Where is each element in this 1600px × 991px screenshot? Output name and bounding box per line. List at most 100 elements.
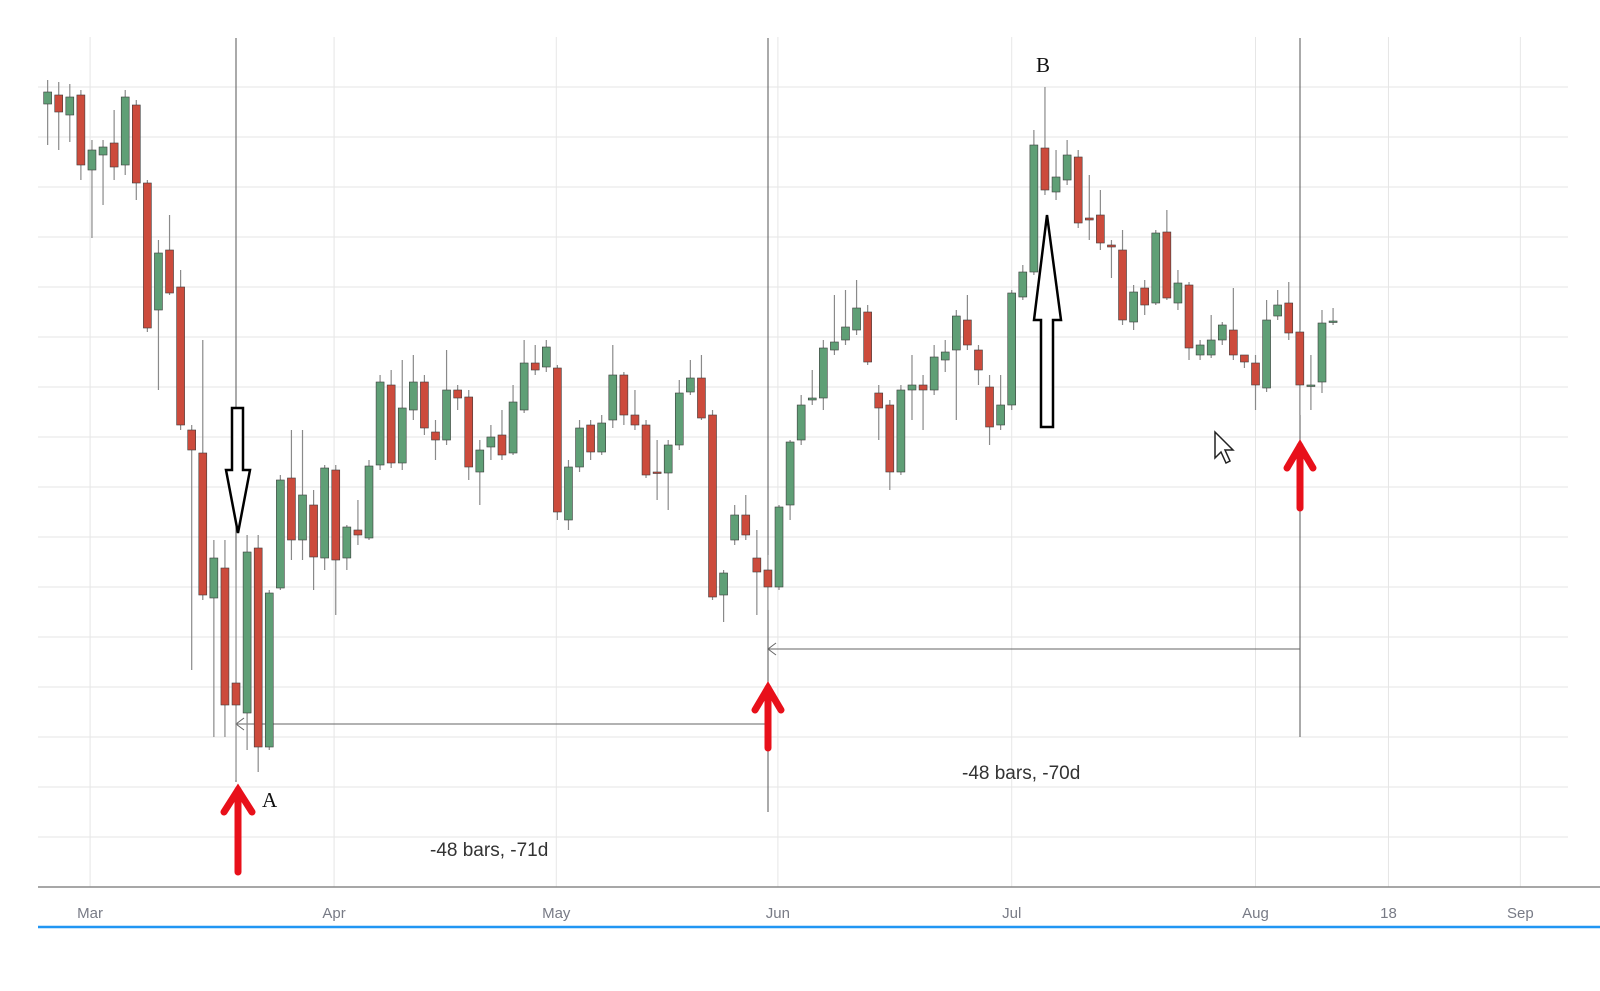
candle-body [985,386,994,428]
candle-body [342,526,352,559]
grid [38,37,1568,887]
candle-body [276,479,285,589]
candle-body [320,467,329,559]
annotation-label: B [1036,53,1050,77]
candle-body [442,389,451,441]
candle-body [143,182,152,329]
x-tick-label: Jul [1002,905,1021,922]
candle-body [819,347,828,399]
x-tick-label: May [542,905,571,922]
candle-body [907,384,917,391]
red-arrow [1283,439,1317,512]
candle-body [87,149,97,171]
candle-body [1251,362,1260,386]
candle-body [409,381,418,411]
candle-body [630,414,640,426]
candle-body [586,424,595,453]
candle-body [1040,147,1050,191]
candle-body [1118,249,1127,321]
candle-body [652,471,662,474]
candle-body [165,249,174,294]
candle-body [1240,354,1249,363]
black-arrow [224,406,252,534]
black-arrow [1032,214,1063,429]
candle-body [952,315,961,351]
candle-body [132,104,141,184]
candle-body [1229,329,1238,356]
candle-body [752,557,762,573]
candle-body [1262,319,1271,389]
red-arrow [220,783,256,876]
candle-body [287,477,296,541]
candle-body [519,362,529,411]
candle-body [1306,384,1316,387]
candle-body [1018,271,1028,298]
candle-body [929,356,939,391]
candle-body [353,529,363,536]
measure-label: -48 bars, -70d [962,763,1080,784]
candle-body [774,506,784,588]
measure-arrowhead [767,642,777,656]
candle-body [397,407,407,464]
candle-body [1195,344,1205,356]
candle-body [176,286,185,426]
candle-body [918,384,928,391]
candle-body [309,504,318,558]
candle-body [375,381,385,466]
candle-body [686,377,695,393]
candle-body [453,389,462,399]
candle-body [874,392,884,409]
candle-body [1184,284,1194,349]
x-tick-label: Jun [766,905,790,922]
candle-body [963,319,972,346]
candle-body [187,429,196,451]
candle-body [264,592,274,748]
candle-body [1073,156,1083,224]
candle-body [663,444,673,474]
candle-body [198,452,208,596]
candle-body [331,469,341,561]
candle-body [863,311,872,363]
candle-body [763,569,773,588]
candle-body [464,396,474,468]
candle-body [841,326,850,341]
candle-body [1107,244,1116,248]
candle-body [497,434,507,456]
mouse-cursor [1214,430,1235,465]
candle-body [98,146,108,156]
candle-body [619,374,629,416]
candle-body [830,341,839,351]
candle-body [54,94,64,113]
candle-body [1129,291,1138,323]
annotation-label: A [262,788,278,812]
x-tick-label: Aug [1242,905,1269,922]
candle-body [885,404,895,473]
candle-body [475,449,485,473]
candle-body [553,367,562,513]
candle-body [597,422,606,453]
candle-body [719,572,728,596]
candle-body [1173,282,1183,304]
candle-body [608,374,618,421]
candle-body [796,404,806,441]
candle-body [1151,232,1161,304]
candle-body [575,427,584,468]
candle-body [674,392,684,446]
candle-body [154,252,163,311]
candle-body [530,362,540,371]
candle-body [109,142,119,168]
candle-body [76,94,86,166]
candle-body [1295,331,1305,386]
candle-body [1162,231,1172,299]
x-tick-label: Sep [1507,905,1534,922]
measure-label: -48 bars, -71d [430,840,548,861]
candle-body [431,431,440,441]
candle-body [708,414,717,598]
candle-body [1084,217,1094,221]
candle-body [996,404,1005,426]
candle-body [697,377,706,419]
candle-body [852,307,861,331]
candle-body [940,351,950,361]
candle-body [486,436,496,448]
candle-body [508,401,518,454]
